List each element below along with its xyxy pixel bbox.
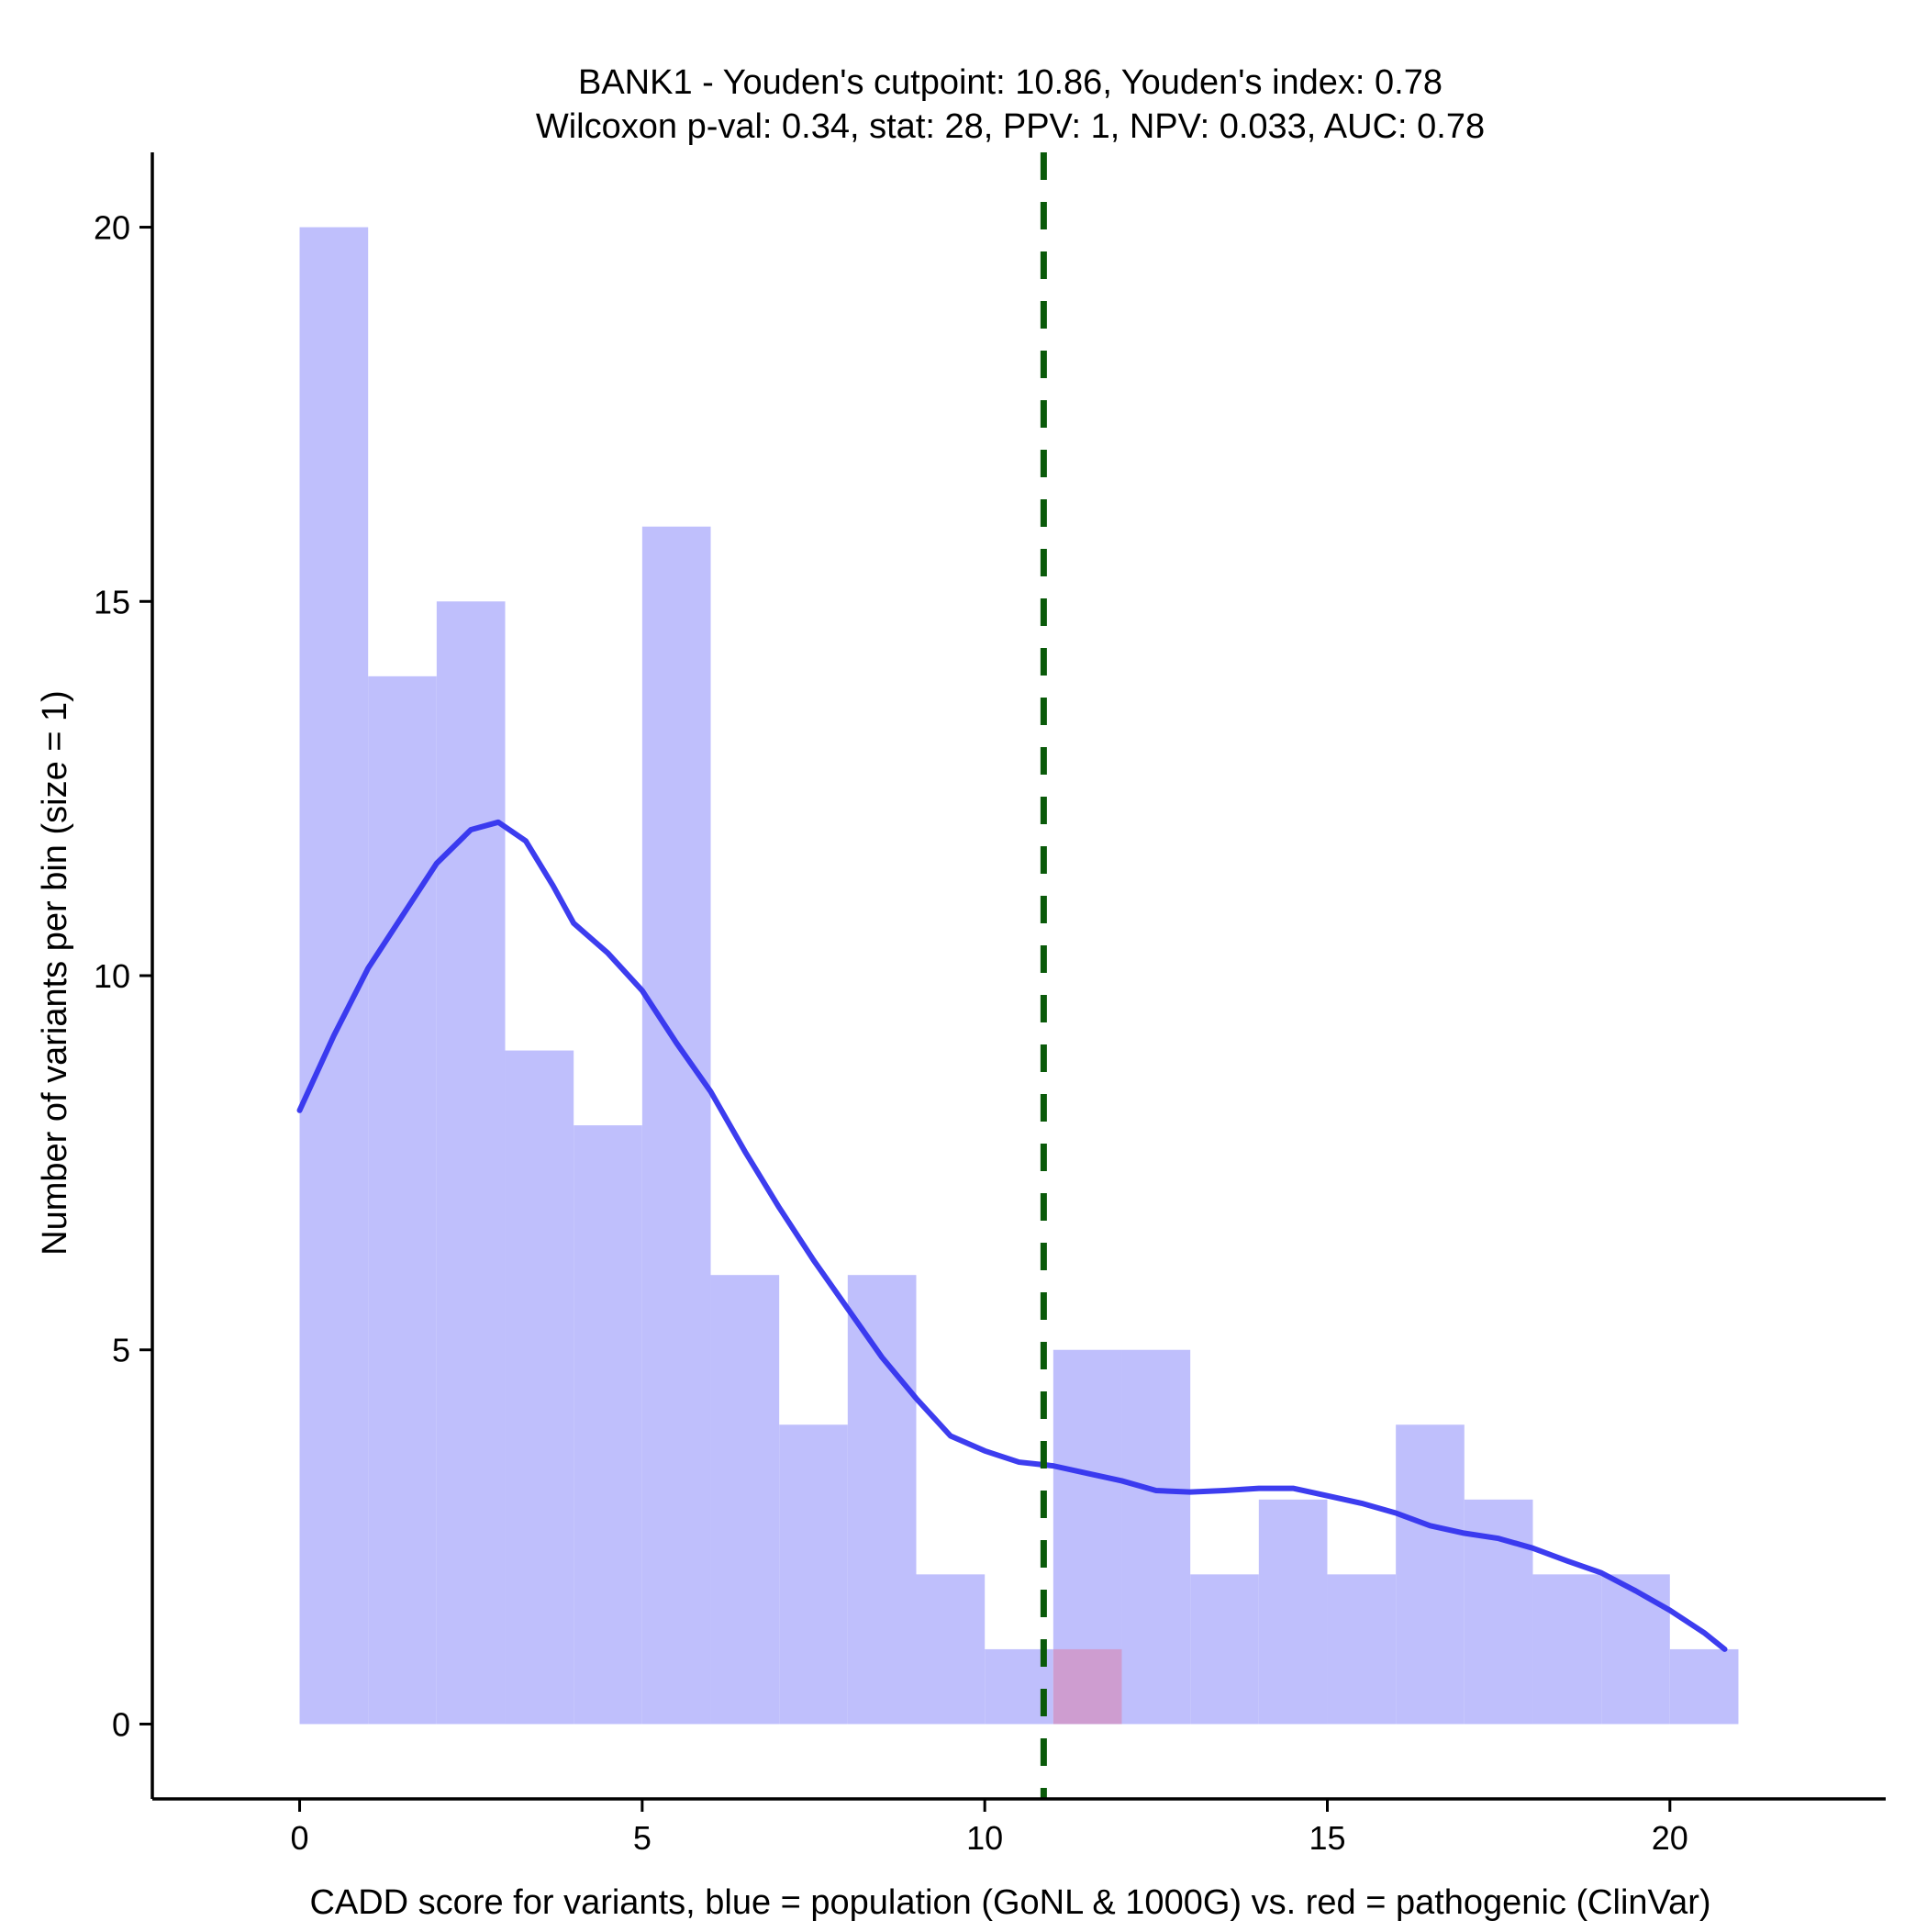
bar-population [710,1275,780,1725]
chart-subtitle: Wilcoxon p-val: 0.34, stat: 28, PPV: 1, … [536,107,1485,146]
bar-population [299,227,369,1725]
x-tick-label: 15 [1309,1819,1345,1857]
bar-population [1532,1574,1602,1725]
bar-population [916,1574,986,1725]
bar-population [1121,1349,1191,1725]
bar-population [847,1275,917,1725]
x-axis-label: CADD score for variants, blue = populati… [309,1883,1710,1922]
x-tick-label: 10 [966,1819,1003,1857]
bar-population [1327,1574,1397,1725]
x-tick-label: 0 [291,1819,309,1857]
bar-population [1669,1648,1739,1725]
density-curve-layer [296,819,1728,1652]
axes: 0 5 10 15 20 0 5 10 15 20 [94,152,1886,1857]
bar-population [368,676,437,1725]
bar-population [1396,1424,1465,1725]
x-tick-label: 5 [633,1819,652,1857]
density-curve [296,819,1728,1652]
bar-pathogenic [1053,1648,1122,1725]
histogram-bars [299,227,1739,1725]
y-tick-label: 20 [94,209,130,247]
y-tick-label: 15 [94,583,130,620]
bar-population [1190,1574,1259,1725]
bar-population [436,601,506,1725]
bar-population [779,1424,848,1725]
y-tick-label: 0 [112,1705,130,1743]
y-axis-label: Number of variants per bin (size = 1) [36,690,74,1256]
y-tick-label: 5 [112,1332,130,1369]
bar-population [641,526,711,1725]
y-tick-label: 10 [94,957,130,995]
bar-population [505,1050,574,1725]
bar-population [1601,1574,1670,1725]
x-tick-label: 20 [1652,1819,1688,1857]
bar-population [1258,1499,1328,1725]
bar-population [574,1125,642,1725]
chart-title: BANK1 - Youden's cutpoint: 10.86, Youden… [578,63,1442,102]
